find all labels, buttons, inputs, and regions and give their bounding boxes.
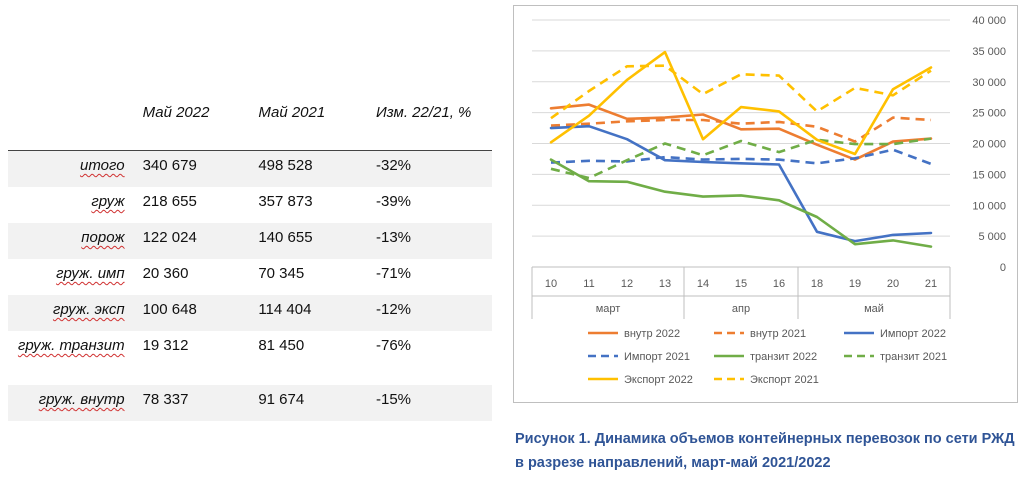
row-label: груж. внутр xyxy=(8,385,135,421)
x-tick-label: 21 xyxy=(925,278,937,290)
header-cell-may-2022: Май 2022 xyxy=(142,104,210,121)
header-cell-may-2021: Май 2021 xyxy=(258,104,326,121)
series-line xyxy=(550,64,932,120)
cell-change: -12% xyxy=(376,295,492,331)
header-cell-change: Изм. 22/21, % xyxy=(376,104,472,121)
row-label: груж xyxy=(91,193,125,210)
x-group-label: апр xyxy=(732,303,750,315)
cell-may-2022: 78 337 xyxy=(134,385,259,421)
table-row: груж. имп 20 360 70 345 -71% xyxy=(8,259,492,295)
x-tick-label: 16 xyxy=(773,278,785,290)
x-group-label: май xyxy=(864,303,884,315)
cell-change: -13% xyxy=(376,223,492,259)
legend-label: Импорт 2022 xyxy=(880,328,946,340)
x-tick-label: 18 xyxy=(811,278,823,290)
series-line xyxy=(549,50,933,156)
header-cell-empty xyxy=(8,104,135,151)
x-tick-label: 19 xyxy=(849,278,861,290)
legend-label: внутр 2021 xyxy=(750,328,806,340)
series-line xyxy=(550,148,932,166)
row-label: порож xyxy=(8,223,135,259)
legend-label: Экспорт 2022 xyxy=(624,374,693,386)
cell-may-2021: 357 873 xyxy=(258,193,313,210)
legend-label: транзит 2022 xyxy=(750,351,817,363)
cell-may-2022: 20 360 xyxy=(142,265,189,282)
cell-change: -32% xyxy=(376,150,492,187)
series-line xyxy=(549,103,933,161)
cell-may-2021: 498 528 xyxy=(258,150,376,187)
table-row: груж. транзит 19 312 81 450 -76% xyxy=(8,331,492,385)
y-tick-label: 0 xyxy=(1000,262,1006,274)
x-group-label: март xyxy=(596,303,621,315)
table-header-row: Май 2022 Май 2021 Изм. 22/21, % xyxy=(8,104,492,151)
cell-may-2021: 91 674 xyxy=(258,385,376,421)
table-row: груж. внутр 78 337 91 674 -15% xyxy=(8,385,492,421)
x-tick-label: 11 xyxy=(583,278,594,290)
cell-may-2022: 340 679 xyxy=(134,150,259,187)
cell-may-2021: 70 345 xyxy=(258,265,305,282)
x-tick-label: 10 xyxy=(545,278,557,290)
y-tick-label: 25 000 xyxy=(972,108,1006,120)
chart-area: 0 5 000 10 000 15 000 20 000 25 000 30 000 35 0… xyxy=(513,5,1018,403)
cell-change: -76% xyxy=(376,337,412,354)
x-tick-label: 20 xyxy=(887,278,899,290)
cell-may-2021: 81 450 xyxy=(258,337,305,354)
table-row: груж 218 655 357 873 -39% xyxy=(8,187,492,223)
cell-may-2022: 19 312 xyxy=(142,337,189,354)
row-label: груж. транзит xyxy=(17,337,125,354)
series-line xyxy=(549,124,933,243)
cell-change: -39% xyxy=(376,193,412,210)
cell-may-2022: 122 024 xyxy=(134,223,259,259)
y-tick-label: 30 000 xyxy=(972,77,1006,89)
row-label: груж. имп xyxy=(56,265,125,282)
line-chart: 0 5 000 10 000 15 000 20 000 25 000 30 000 35 0… xyxy=(531,15,1006,386)
row-label: груж. эксп xyxy=(8,295,135,331)
cell-may-2021: 114 404 xyxy=(258,295,376,331)
table-row: итого 340 679 498 528 -32% xyxy=(8,150,492,187)
x-tick-label: 15 xyxy=(735,278,747,290)
figure-caption: Рисунок 1. Динамика объемов контейнерных… xyxy=(515,431,1015,471)
legend-label: внутр 2022 xyxy=(624,328,680,340)
table-row: груж. эксп 100 648 114 404 -12% xyxy=(8,295,492,331)
y-tick-label: 10 000 xyxy=(972,200,1006,212)
legend-label: транзит 2021 xyxy=(880,351,947,363)
cell-may-2022: 100 648 xyxy=(134,295,259,331)
x-tick-label: 14 xyxy=(697,278,709,290)
cell-change: -15% xyxy=(376,385,492,421)
x-tick-label: 13 xyxy=(659,278,671,290)
y-tick-label: 5 000 xyxy=(978,231,1006,243)
legend-label: Экспорт 2021 xyxy=(750,374,819,386)
data-table: Май 2022 Май 2021 Изм. 22/21, % итого 34… xyxy=(8,104,492,421)
x-tick-label: 12 xyxy=(621,278,633,290)
legend-label: Импорт 2021 xyxy=(624,351,690,363)
series-line xyxy=(549,158,933,248)
cell-may-2021: 140 655 xyxy=(258,223,376,259)
table-row: порож 122 024 140 655 -13% xyxy=(8,223,492,259)
cell-change: -71% xyxy=(376,265,412,282)
y-tick-label: 35 000 xyxy=(972,46,1006,58)
y-tick-label: 15 000 xyxy=(972,169,1006,181)
y-tick-label: 40 000 xyxy=(972,15,1006,27)
y-tick-label: 20 000 xyxy=(972,139,1006,151)
series-line xyxy=(550,137,932,180)
cell-may-2022: 218 655 xyxy=(142,193,197,210)
row-label: итого xyxy=(8,150,135,187)
